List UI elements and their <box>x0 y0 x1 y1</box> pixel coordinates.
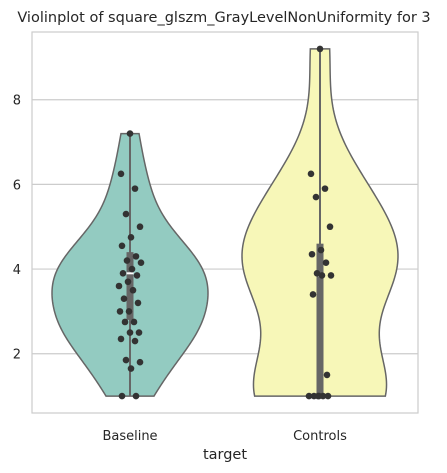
data-point <box>318 272 326 279</box>
y-tick-label: 6 <box>13 178 21 193</box>
data-point <box>119 270 127 277</box>
data-point <box>126 329 134 336</box>
data-point <box>122 210 130 218</box>
data-point <box>326 223 334 231</box>
data-point <box>122 356 130 364</box>
y-tick-label: 8 <box>13 94 21 109</box>
data-point <box>312 193 320 201</box>
data-point <box>117 170 125 178</box>
data-point <box>134 299 142 307</box>
violins <box>51 48 399 397</box>
data-point <box>305 392 313 400</box>
data-point <box>121 318 129 326</box>
data-point <box>309 291 317 298</box>
data-point <box>126 130 134 137</box>
data-point <box>123 257 131 264</box>
data-point <box>131 185 139 192</box>
data-point <box>118 392 126 400</box>
data-point <box>310 392 318 400</box>
data-point <box>315 392 323 400</box>
data-point <box>118 242 126 250</box>
y-tick-label: 4 <box>13 263 21 278</box>
data-point <box>327 272 335 279</box>
iqr-box <box>316 243 324 397</box>
data-point <box>130 318 138 326</box>
data-point <box>316 45 324 53</box>
x-tick-label: Baseline <box>102 429 157 444</box>
data-point <box>321 185 329 192</box>
data-point <box>115 282 123 290</box>
data-point <box>324 392 332 400</box>
data-point <box>129 286 137 294</box>
data-point <box>132 392 140 400</box>
x-axis-label: target <box>203 447 247 463</box>
data-point <box>117 335 125 343</box>
data-point <box>308 250 316 258</box>
data-point <box>317 246 325 254</box>
data-point <box>120 295 128 303</box>
x-axis-ticks: Baseline Controls <box>102 429 347 444</box>
data-point <box>127 365 135 372</box>
data-point <box>133 272 141 279</box>
data-point <box>136 358 144 366</box>
data-point <box>125 308 133 315</box>
plot-frame <box>31 31 419 414</box>
data-point <box>127 234 135 241</box>
data-point <box>116 308 124 315</box>
x-tick-label: Controls <box>293 429 347 444</box>
y-tick-label: 2 <box>13 348 21 363</box>
data-point <box>136 223 144 231</box>
y-axis-ticks: 2 4 6 8 <box>13 94 21 363</box>
data-point <box>313 270 321 277</box>
data-point <box>128 265 136 273</box>
data-point <box>131 337 139 345</box>
data-point <box>137 259 145 267</box>
chart-title: Violinplot of square_glszm_GrayLevelNonU… <box>17 10 430 26</box>
data-point <box>322 259 330 267</box>
data-point <box>124 278 132 286</box>
iqr-box <box>126 252 134 320</box>
data-point <box>307 170 315 178</box>
data-point <box>132 253 140 260</box>
data-point <box>323 371 331 379</box>
data-point <box>135 329 143 336</box>
points <box>115 45 335 400</box>
